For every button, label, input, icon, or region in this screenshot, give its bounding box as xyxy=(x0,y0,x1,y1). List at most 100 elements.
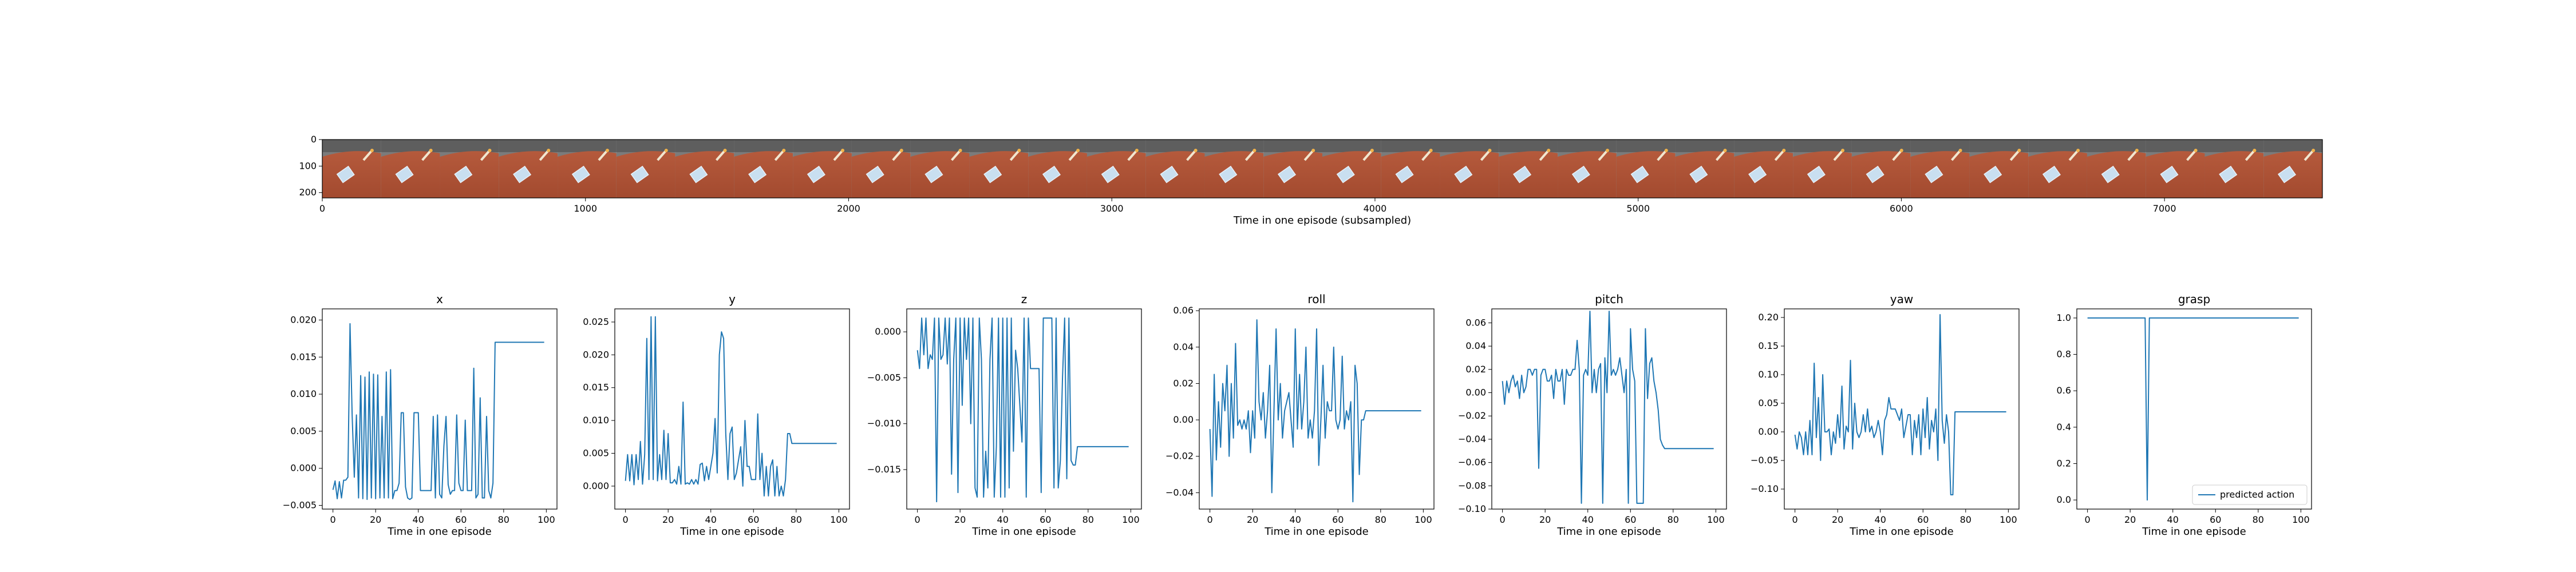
strip-frame xyxy=(1616,140,1676,198)
y-tick-label: 0.010 xyxy=(290,388,317,399)
frame-arm xyxy=(598,150,608,161)
panel-frame xyxy=(614,308,850,510)
x-axis-label: Time in one episode xyxy=(679,526,784,538)
x-tick-label: 40 xyxy=(1290,514,1301,525)
frame-gripper-area xyxy=(1499,140,1558,152)
strip-frame xyxy=(1145,140,1205,198)
series-line-z xyxy=(916,317,1129,503)
frame-arm-tip xyxy=(1429,149,1433,152)
strip-x-tick-label: 7000 xyxy=(2153,203,2176,214)
y-tick-label: −0.010 xyxy=(867,418,901,429)
x-tick-label: 80 xyxy=(791,514,802,525)
strip-frame xyxy=(1851,140,1911,198)
y-tick-label: 0.6 xyxy=(2057,385,2071,396)
strip-frame xyxy=(793,140,852,198)
frame-gripper-area xyxy=(1675,140,1735,152)
frame-arm-tip xyxy=(1782,149,1786,152)
panel-frame xyxy=(322,308,558,510)
strip-y-tick-label: 100 xyxy=(299,160,317,171)
frame-arm-tip xyxy=(1605,149,1609,152)
legend: predicted action xyxy=(2192,484,2308,505)
frame-arm xyxy=(1657,150,1667,161)
frame-object xyxy=(1689,165,1708,184)
frame-arm-tip xyxy=(1370,149,1374,152)
strip-frame xyxy=(2146,140,2205,198)
x-axis-label: Time in one episode xyxy=(2142,526,2246,538)
y-tick-label: −0.10 xyxy=(1751,483,1779,494)
frame-arm-tip xyxy=(1135,149,1139,152)
frame-object xyxy=(454,165,473,184)
panel-roll: 0 20 40 60 80 100 −0.04 −0.02 0.00 0.02 0.04 0.06 ro… xyxy=(1165,292,1435,538)
x-tick-label: 80 xyxy=(1960,514,1971,525)
frame-object xyxy=(395,165,414,184)
frame-arm xyxy=(1186,150,1196,161)
y-tick-label: 0.000 xyxy=(875,326,901,337)
frame-arm-tip xyxy=(899,149,903,152)
frame-arm xyxy=(951,150,961,161)
panel-frame xyxy=(1491,308,1727,510)
frame-gripper-area xyxy=(440,140,499,152)
x-tick-label: 100 xyxy=(2292,514,2310,525)
frame-arm xyxy=(1362,150,1373,161)
frame-gripper-area xyxy=(1204,140,1264,152)
frame-arm-tip xyxy=(488,149,492,152)
panel-frame xyxy=(1199,308,1435,510)
strip-frame xyxy=(734,140,793,198)
panel-plot-area xyxy=(2077,309,2312,509)
frame-gripper-area xyxy=(2028,140,2087,152)
frame-object xyxy=(866,165,884,184)
y-tick-label: 0.4 xyxy=(2057,422,2071,432)
y-tick-label: −0.005 xyxy=(283,500,317,511)
frame-object xyxy=(1925,165,1943,184)
frame-arm-tip xyxy=(1017,149,1021,152)
frame-arm xyxy=(1892,150,1902,161)
x-tick-label: 100 xyxy=(1415,514,1432,525)
frame-arm xyxy=(1009,150,1020,161)
strip-frame xyxy=(969,140,1029,198)
strip-frame-border xyxy=(322,139,2323,198)
frame-object xyxy=(571,165,590,184)
y-tick-label: 0.04 xyxy=(1465,340,1486,351)
frame-gripper-area xyxy=(969,140,1029,152)
panel-title: x xyxy=(436,292,443,306)
panel-pitch: 0 20 40 60 80 100 −0.10 −0.08 −0.06 −0.04 −0.02 0.0… xyxy=(1458,292,1727,538)
strip-y-tick-label: 200 xyxy=(299,187,317,198)
frame-gripper-area xyxy=(2087,140,2146,152)
frame-arm-tip xyxy=(1076,149,1080,152)
y-tick-label: −0.05 xyxy=(1751,455,1779,466)
frame-object xyxy=(689,165,708,184)
x-tick-label: 40 xyxy=(997,514,1009,525)
strip-frame xyxy=(910,140,970,198)
frame-arm xyxy=(1716,150,1726,161)
frame-arm xyxy=(1421,150,1432,161)
x-tick-label: 0 xyxy=(1500,514,1506,525)
frame-object xyxy=(1454,165,1473,184)
strip-x-tick-label: 1000 xyxy=(574,203,597,214)
frame-arm xyxy=(1480,150,1490,161)
frame-arm-tip xyxy=(1194,149,1198,152)
strip-frame xyxy=(2028,140,2087,198)
strip-x-tick-label: 3000 xyxy=(1100,203,1124,214)
frame-gripper-area xyxy=(616,140,675,152)
y-tick-label: 0.0 xyxy=(2057,494,2071,505)
y-tick-label: 0.015 xyxy=(290,351,317,362)
panel-yaw: 0 20 40 60 80 100 −0.10 −0.05 0.00 0.05 0.10 0.15 0.… xyxy=(1751,292,2020,538)
frame-gripper-area xyxy=(1734,140,1793,152)
frame-object xyxy=(1277,165,1297,184)
y-tick-label: 0.000 xyxy=(583,480,609,491)
frame-gripper-area xyxy=(793,140,852,152)
frame-arm-tip xyxy=(2076,149,2080,152)
y-tick-label: 0.015 xyxy=(583,382,609,393)
frame-arm-tip xyxy=(605,149,609,152)
y-tick-label: 0.020 xyxy=(583,349,609,360)
frame-gripper-area xyxy=(1086,140,1146,152)
frame-arm xyxy=(2245,150,2255,161)
frame-object xyxy=(1101,165,1120,184)
frame-arm xyxy=(1244,150,1255,161)
strip-x-tick-label: 2000 xyxy=(837,203,860,214)
frame-arm xyxy=(716,150,726,161)
x-tick-label: 100 xyxy=(2000,514,2017,525)
x-tick-label: 60 xyxy=(2210,514,2221,525)
x-tick-label: 0 xyxy=(2085,514,2091,525)
frame-arm-tip xyxy=(1253,149,1257,152)
